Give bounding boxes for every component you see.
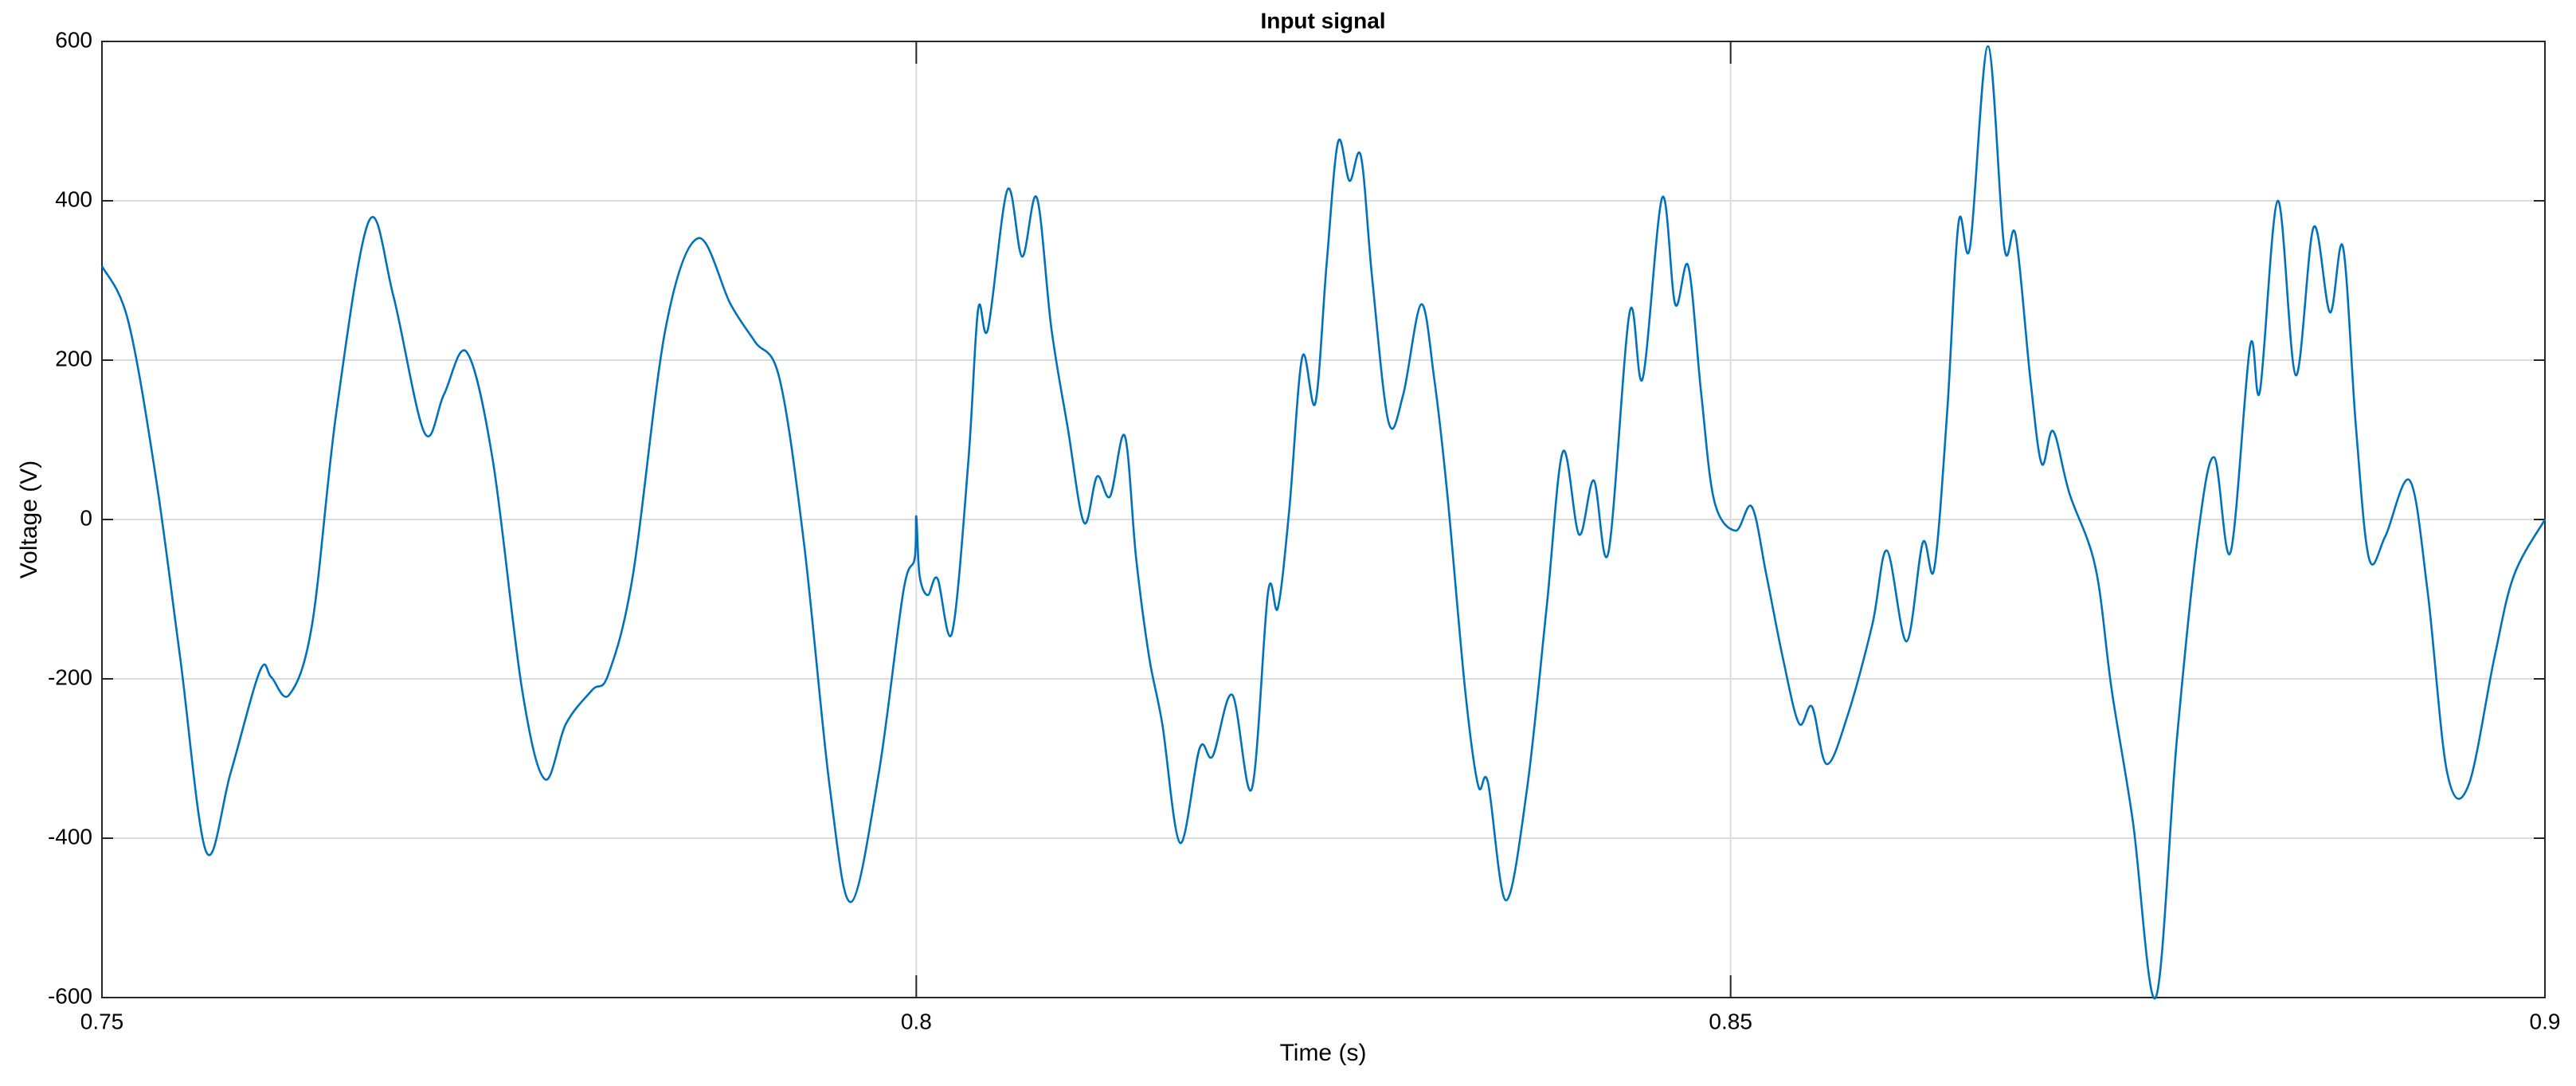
y-tick-label: 0: [80, 505, 92, 530]
y-tick-label: -200: [48, 665, 92, 689]
x-tick-label: 0.85: [1709, 1009, 1752, 1033]
y-tick-label: 600: [55, 27, 92, 52]
y-axis-label: Voltage (V): [16, 461, 42, 578]
y-tick-label: -400: [48, 824, 92, 849]
y-tick-label: 200: [55, 346, 92, 370]
x-axis-label: Time (s): [1280, 1040, 1367, 1066]
x-tick-label: 0.75: [80, 1009, 124, 1033]
y-tick-label: -600: [48, 983, 92, 1008]
signal-line: [100, 45, 2547, 1000]
y-tick-label: 400: [55, 186, 92, 211]
x-tick-label: 0.9: [2530, 1009, 2561, 1033]
x-tick-label: 0.8: [901, 1009, 932, 1033]
chart-title: Input signal: [1260, 8, 1385, 33]
